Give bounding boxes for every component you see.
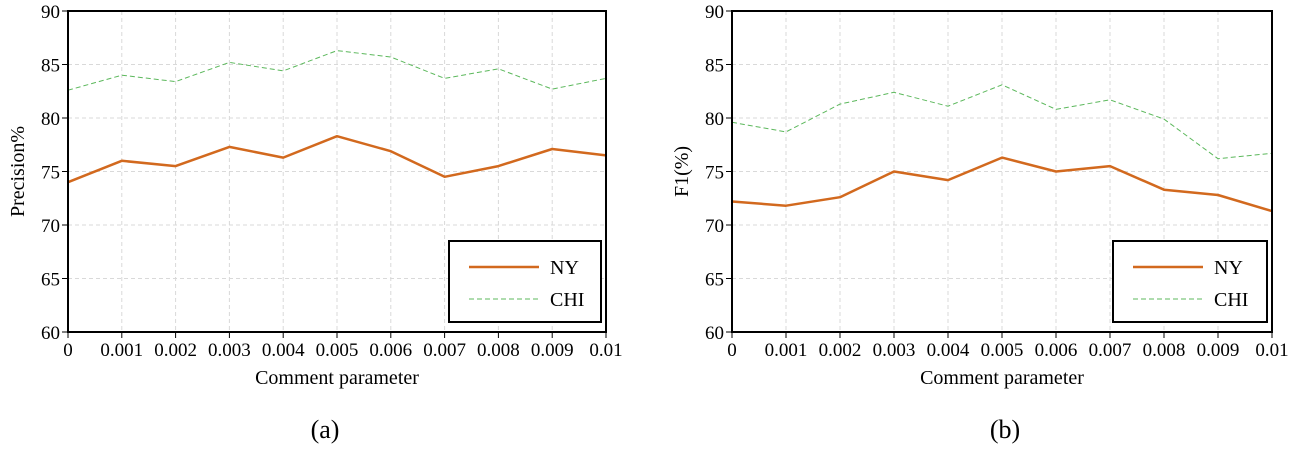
y-tick-label: 75 <box>41 163 60 184</box>
series-line-ny <box>731 156 1273 213</box>
y-axis-label: F1(%) <box>671 146 693 197</box>
y-tick-label: 75 <box>705 163 724 184</box>
panel-caption: (b) <box>990 415 1020 444</box>
y-tick-label: 80 <box>705 109 724 130</box>
x-tick-label: 0.007 <box>423 340 466 361</box>
series-line-chi <box>731 84 1273 160</box>
x-tick-label: 0.008 <box>477 340 520 361</box>
series-line-ny <box>67 134 607 184</box>
legend-box <box>448 240 602 323</box>
x-tick-label: 0.002 <box>819 340 862 361</box>
x-tick-label: 0.006 <box>1035 340 1078 361</box>
y-tick-label: 65 <box>41 270 60 291</box>
x-tick-label: 0.002 <box>154 340 197 361</box>
y-tick-label: 80 <box>41 109 60 130</box>
legend-label-ny: NY <box>1214 257 1243 279</box>
x-axis-label: Comment parameter <box>255 367 419 389</box>
x-tick-label: 0.004 <box>927 340 970 361</box>
y-axis-label: Precision% <box>7 126 29 217</box>
legend-label-chi: CHI <box>1214 289 1248 311</box>
chart-panel-b: 60 65 70 75 80 85 90 0 0.001 0.002 0.003 0.004 0.005… <box>671 2 1289 444</box>
x-tick-label: 0.008 <box>1143 340 1186 361</box>
legend: NY CHI <box>448 240 602 323</box>
x-tick-label: 0.006 <box>369 340 412 361</box>
x-tick-label: 0.009 <box>531 340 574 361</box>
x-tick-label: 0.007 <box>1089 340 1132 361</box>
x-tick-label: 0.003 <box>208 340 251 361</box>
x-tick-label: 0.005 <box>981 340 1024 361</box>
y-tick-label: 90 <box>705 2 724 23</box>
x-tick-label: 0.01 <box>589 340 622 361</box>
x-tick-label: 0.004 <box>262 340 305 361</box>
x-tick-label: 0 <box>63 340 73 361</box>
y-tick-label: 70 <box>705 216 724 237</box>
x-tick-label: 0.01 <box>1255 340 1288 361</box>
legend-label-chi: CHI <box>550 289 584 311</box>
x-tick-label: 0.001 <box>100 340 143 361</box>
x-axis-label: Comment parameter <box>920 367 1084 389</box>
x-tick-label: 0 <box>727 340 737 361</box>
y-tick-label: 85 <box>41 56 60 77</box>
y-tick-label: 60 <box>705 323 724 344</box>
y-tick-label: 60 <box>41 323 60 344</box>
series-line-chi <box>67 50 607 91</box>
legend-label-ny: NY <box>550 257 579 279</box>
legend: NY CHI <box>1112 240 1268 323</box>
x-tick-label: 0.001 <box>765 340 808 361</box>
x-tick-label: 0.009 <box>1197 340 1240 361</box>
y-tick-label: 90 <box>41 2 60 23</box>
x-tick-label: 0.003 <box>873 340 916 361</box>
y-tick-label: 85 <box>705 56 724 77</box>
legend-box <box>1112 240 1268 323</box>
x-tick-label: 0.005 <box>316 340 359 361</box>
panel-caption: (a) <box>311 415 340 444</box>
chart-panel-a: 60 65 70 75 80 85 90 0 0.001 0.002 0.003 0.004 0.005… <box>7 2 623 444</box>
y-tick-label: 65 <box>705 270 724 291</box>
y-tick-label: 70 <box>41 216 60 237</box>
